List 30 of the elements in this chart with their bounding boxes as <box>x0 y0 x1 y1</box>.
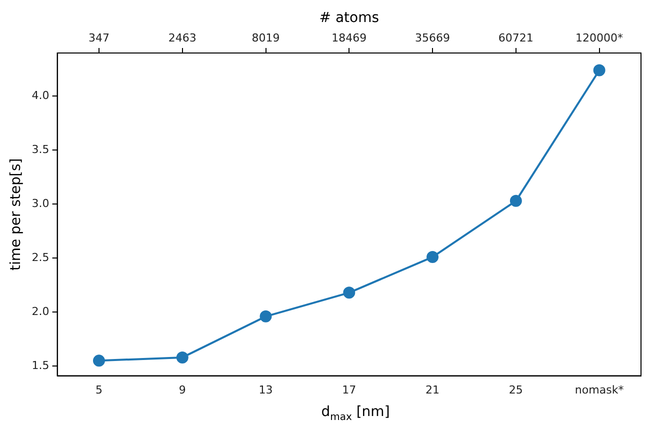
y-tick-label: 1.5 <box>32 358 50 372</box>
annotation: 60721 <box>498 31 534 44</box>
point <box>510 194 522 207</box>
x-tick-label: nomask* <box>574 383 624 396</box>
y-tick-label: 3.0 <box>32 197 50 210</box>
y-axis-title: time per step[s] <box>8 158 24 271</box>
point <box>343 286 356 299</box>
x-tick-label: 25 <box>508 383 523 396</box>
point <box>593 64 606 76</box>
point <box>176 351 188 364</box>
x-tick-label: 17 <box>342 383 356 396</box>
x-axis-title: d$_{max}$ [nm] <box>320 404 391 425</box>
y-tick-label: 2.0 <box>32 304 50 318</box>
annotation: 347 <box>88 31 110 44</box>
annotation: 35669 <box>415 31 450 44</box>
x-tick-label: 21 <box>426 383 440 396</box>
y-tick-label: 4.0 <box>32 89 50 102</box>
annotation: 120000* <box>576 31 624 44</box>
x-tick-label: 9 <box>178 383 186 396</box>
point <box>426 251 439 264</box>
point <box>92 354 105 367</box>
annotation: 2463 <box>168 31 196 44</box>
y-tick-label: 2.5 <box>32 250 50 264</box>
y-tick-label: 3.5 <box>32 143 50 156</box>
x-tick-label: 5 <box>95 383 102 396</box>
point <box>260 310 272 322</box>
x2-axis-title: # atoms <box>319 10 380 26</box>
x-tick-label: 13 <box>258 383 273 396</box>
annotation: 8019 <box>252 31 280 44</box>
annotation: 18469 <box>332 31 367 44</box>
